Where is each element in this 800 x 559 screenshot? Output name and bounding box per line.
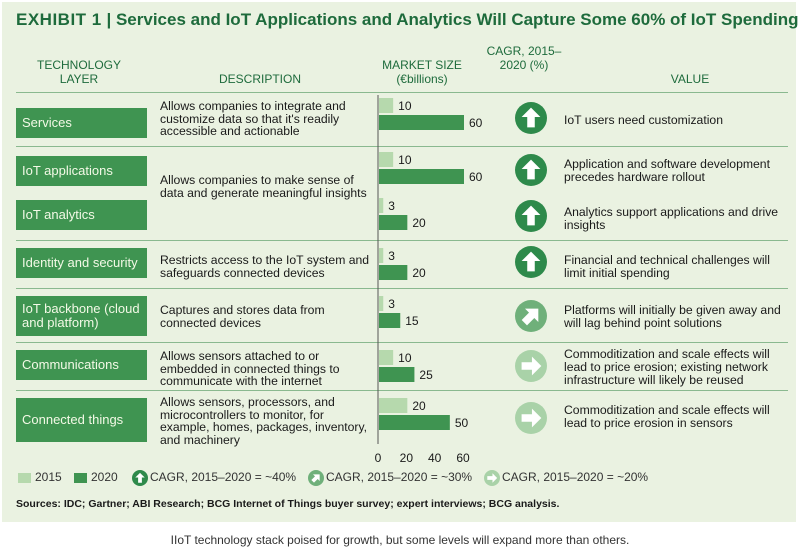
figure-caption: IIoT technology stack poised for growth,… — [170, 533, 630, 547]
title-text: Services and IoT Applications and Analyt… — [115, 10, 799, 29]
bar-2020-iot-analytics — [379, 215, 408, 230]
legend-label-cagr-30: CAGR, 2015–2020 = ~30% — [326, 470, 473, 484]
title-separator: | — [106, 10, 116, 29]
description-communications: Allows sensors attached to or embedded i… — [160, 349, 340, 388]
data-label-2015-services: 10 — [398, 99, 412, 113]
data-label-2020-identity-and-security: 20 — [412, 266, 426, 280]
data-label-2015-connected-things: 20 — [412, 399, 426, 413]
bar-2015-connected-things — [379, 398, 408, 413]
header-layer: TECHNOLOGY LAYER — [36, 58, 121, 86]
x-tick-label: 40 — [428, 451, 442, 465]
row-divider — [16, 342, 788, 343]
data-label-2015-iot-analytics: 3 — [388, 199, 395, 213]
layer-label-services: Services — [16, 108, 147, 138]
layer-label-connected-things: Connected things — [16, 398, 147, 442]
sources-note: Sources: IDC; Gartner; ABI Research; BCG… — [16, 498, 560, 510]
cagr-arrow-icon-identity-and-security — [515, 246, 547, 278]
row-divider — [16, 240, 788, 241]
data-label-2020-iot-analytics: 20 — [412, 216, 426, 230]
description-services: Allows companies to integrate and custom… — [160, 99, 346, 138]
cagr-arrow-icon-iot-analytics — [515, 200, 547, 232]
cagr-arrow-icon-communications — [515, 350, 547, 382]
row-divider — [16, 390, 788, 391]
bar-2015-iot-backbone-cloud-and-platform — [379, 296, 384, 311]
layer-label-iot-applications: IoT applications — [16, 156, 147, 186]
header-cagr: CAGR, 2015–2020 (%) — [486, 44, 562, 72]
bar-2020-iot-backbone-cloud-and-platform — [379, 313, 401, 328]
legend-label-cagr-40: CAGR, 2015–2020 = ~40% — [150, 470, 297, 484]
bar-2015-services — [379, 98, 394, 113]
data-label-2020-connected-things: 50 — [455, 416, 469, 430]
x-tick-label: 20 — [400, 451, 414, 465]
description-identity-security: Restricts access to the IoT system and s… — [160, 253, 370, 280]
legend-cagr-40-icon — [132, 470, 148, 486]
exhibit-number: EXHIBIT 1 — [16, 10, 102, 29]
legend-swatch-2020 — [74, 473, 87, 483]
header-description: DESCRIPTION — [218, 72, 301, 86]
bar-2015-iot-analytics — [379, 198, 384, 213]
bar-2020-connected-things — [379, 415, 450, 430]
bar-2020-iot-applications — [379, 169, 464, 184]
data-label-2015-identity-and-security: 3 — [388, 249, 395, 263]
data-label-2015-iot-applications: 10 — [398, 153, 412, 167]
value-iot-applications: Application and software development pre… — [564, 157, 770, 184]
cagr-arrow-icon-connected-things — [515, 402, 547, 434]
layer-label-iot-backbone: IoT backbone (cloud and platform) — [16, 296, 147, 336]
data-label-2020-iot-applications: 60 — [469, 170, 483, 184]
bar-2015-communications — [379, 350, 394, 365]
exhibit-title: EXHIBIT 1 | Services and IoT Application… — [16, 10, 798, 30]
bar-2015-identity-and-security — [379, 248, 384, 263]
cagr-arrow-icon-iot-applications — [515, 154, 547, 186]
x-tick-label: 60 — [456, 451, 470, 465]
description-connected-things: Allows sensors, processors, and microcon… — [160, 395, 368, 447]
data-label-2015-communications: 10 — [398, 351, 412, 365]
layer-label-iot-analytics: IoT analytics — [16, 200, 147, 230]
data-label-2020-services: 60 — [469, 116, 483, 130]
data-label-2015-iot-backbone-cloud-and-platform: 3 — [388, 297, 395, 311]
layer-label-identity-security: Identity and security — [16, 248, 147, 278]
value-iot-backbone: Platforms will initially be given away a… — [564, 303, 781, 330]
cagr-arrow-icon-services — [515, 102, 547, 134]
data-label-2020-communications: 25 — [419, 368, 433, 382]
layer-label-communications: Communications — [16, 350, 147, 380]
cagr-arrow-icon-iot-backbone-cloud-and-platform — [515, 300, 547, 332]
value-communications: Commoditization and scale effects will l… — [564, 347, 770, 387]
bar-2020-communications — [379, 367, 415, 382]
header-value: VALUE — [670, 72, 710, 86]
x-tick-label: 0 — [375, 451, 382, 465]
legend-label-2015: 2015 — [35, 470, 62, 484]
legend-label-cagr-20: CAGR, 2015–2020 = ~20% — [502, 470, 649, 484]
legend-cagr-20-icon — [484, 470, 500, 486]
row-divider — [16, 288, 788, 289]
value-services: IoT users need customization — [564, 113, 723, 127]
legend-label-2020: 2020 — [91, 470, 118, 484]
bar-2020-services — [379, 115, 464, 130]
row-divider — [16, 146, 788, 147]
value-connected-things: Commoditization and scale effects will l… — [564, 403, 770, 430]
value-iot-analytics: Analytics support applications and drive… — [564, 205, 779, 232]
bar-2020-identity-and-security — [379, 265, 408, 280]
value-identity-security: Financial and technical challenges will … — [564, 253, 770, 280]
header-market: MARKET SIZE (€billions) — [382, 58, 462, 86]
header-divider — [16, 92, 788, 93]
bar-2015-iot-applications — [379, 152, 394, 167]
data-label-2020-iot-backbone-cloud-and-platform: 15 — [405, 314, 419, 328]
legend-cagr-30-icon — [308, 470, 324, 486]
description-iot-applications-analytics: Allows companies to make sense of data a… — [160, 173, 367, 200]
description-iot-backbone: Captures and stores data from connected … — [160, 303, 325, 330]
legend-swatch-2015 — [18, 473, 31, 483]
